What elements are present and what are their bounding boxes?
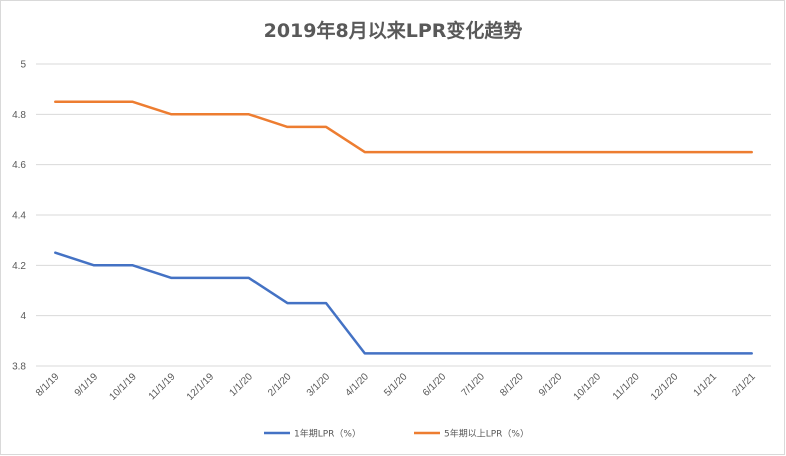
y-tick-label: 4.6 [12, 160, 26, 171]
y-axis-labels: 3.8 4 4.2 4.4 4.6 4.8 5 [12, 60, 26, 373]
legend-label-1: 5年期以上LPR（%） [444, 428, 529, 440]
y-tick-label: 3.8 [12, 362, 26, 373]
series-line-1 [54, 100, 753, 154]
x-tick-label: 8/1/20 [498, 371, 526, 399]
x-tick-label: 3/1/20 [305, 371, 333, 399]
x-tick-label: 1/1/20 [227, 371, 255, 399]
legend: 1年期LPR（%） 5年期以上LPR（%） [264, 428, 529, 440]
x-tick-label: 11/1/19 [147, 371, 178, 402]
x-axis-labels: 8/1/19 9/1/19 10/1/19 11/1/19 12/1/19 1/1/20 2… [34, 371, 758, 403]
legend-label-0: 1年期LPR（%） [294, 428, 361, 440]
y-tick-label: 4.2 [12, 261, 26, 272]
x-tick-label: 10/1/19 [107, 371, 139, 403]
x-tick-label: 12/1/19 [185, 371, 217, 403]
y-tick-label: 4.4 [12, 211, 26, 222]
x-tick-label: 12/1/20 [649, 371, 681, 403]
x-tick-label: 11/1/20 [611, 371, 642, 402]
x-tick-label: 1/1/21 [692, 371, 720, 399]
series-lines [54, 100, 753, 355]
x-tick-label: 5/1/20 [382, 371, 410, 399]
y-tick-label: 4 [20, 311, 26, 322]
x-tick-label: 9/1/20 [537, 371, 565, 399]
x-tick-label: 2/1/21 [730, 371, 758, 399]
chart-title: 2019年8月以来LPR变化趋势 [264, 19, 523, 42]
x-tick-label: 2/1/20 [266, 371, 294, 399]
x-tick-label: 9/1/19 [73, 371, 101, 399]
x-tick-label: 7/1/20 [460, 371, 488, 399]
series-line-0 [54, 251, 753, 355]
y-tick-label: 4.8 [12, 110, 26, 121]
x-tick-label: 6/1/20 [421, 371, 449, 399]
x-tick-label: 4/1/20 [343, 371, 371, 399]
x-tick-label: 8/1/19 [34, 371, 62, 399]
gridlines [36, 63, 771, 367]
x-tick-label: 10/1/20 [572, 371, 604, 403]
y-tick-label: 5 [20, 60, 26, 71]
